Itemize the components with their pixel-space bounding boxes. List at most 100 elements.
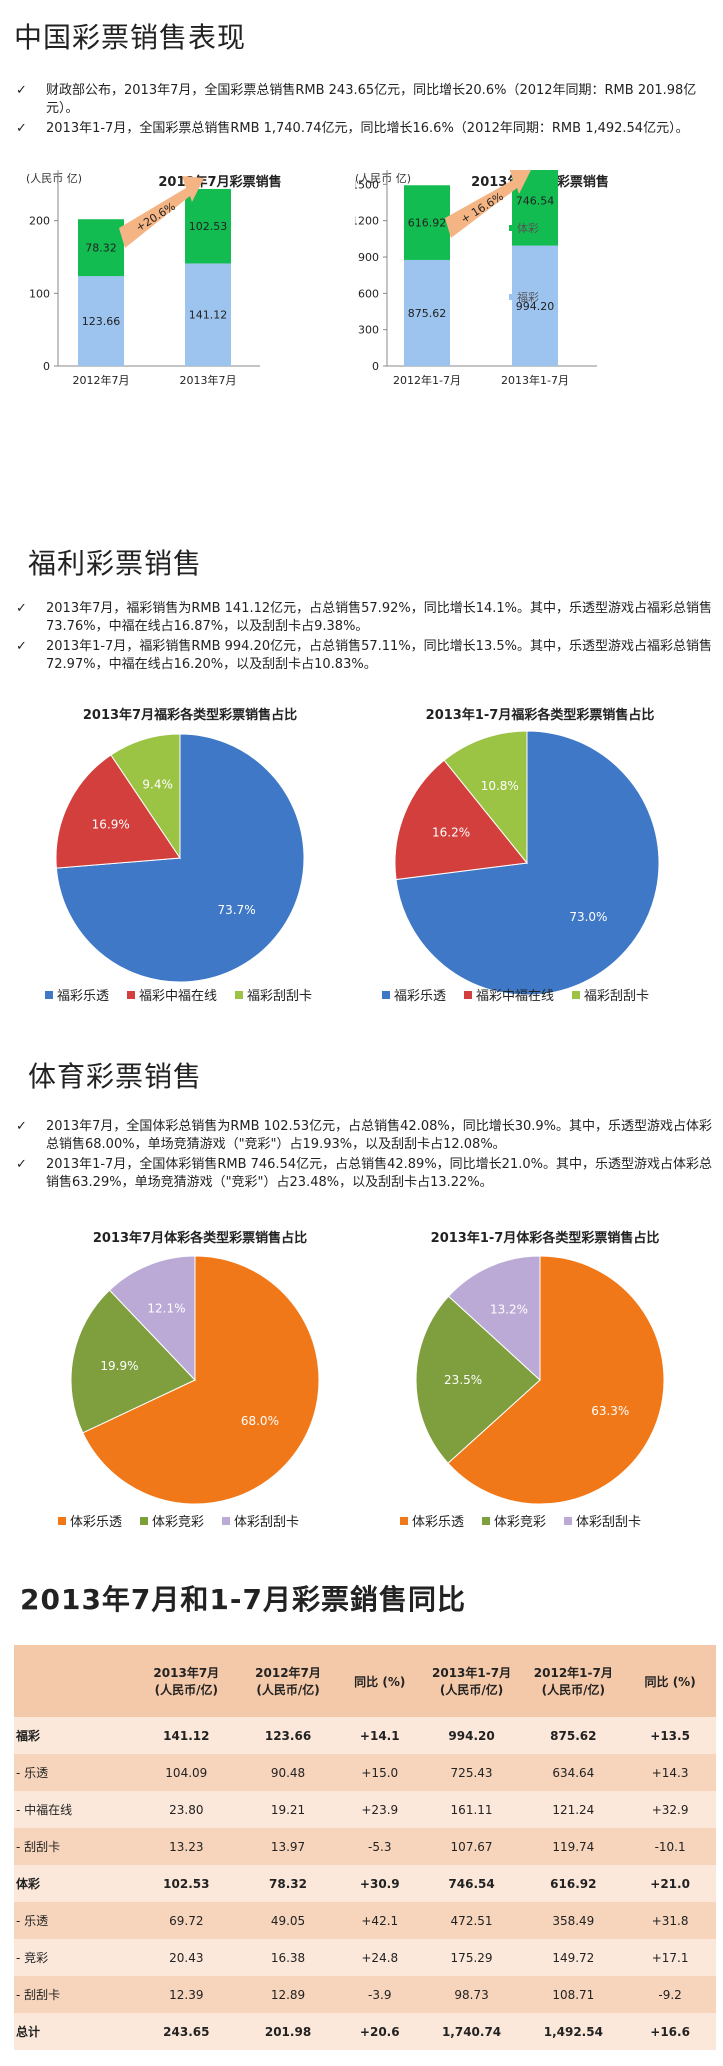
legend-label: 体彩刮刮卡 — [576, 1515, 642, 1530]
table-cell: 23.80 — [135, 1791, 238, 1828]
section1-title: 中国彩票销售表现 — [14, 21, 247, 54]
legend-label: 福彩中福在线 — [476, 989, 555, 1004]
legend-swatch — [140, 1516, 149, 1525]
bar-value-label: 102.53 — [189, 220, 228, 233]
table-cell: 108.71 — [522, 1976, 625, 2013]
table-cell: +20.6 — [338, 2013, 421, 2050]
bar-value-label: 78.32 — [85, 242, 117, 255]
pie-slice — [70, 1289, 196, 1434]
y-tick-label: 600 — [358, 287, 379, 300]
legend-swatch — [382, 990, 390, 999]
pie-slice — [443, 730, 528, 865]
legend-swatch-sports — [509, 225, 515, 231]
pie-value-label: 19.9% — [100, 1359, 138, 1373]
y-tick-label: 200 — [29, 215, 50, 228]
section3-title: 体育彩票销售 — [28, 1060, 203, 1093]
table-cell: +17.1 — [624, 1939, 716, 1976]
pie-sports-july: 68.0% 19.9% 12.1% — [70, 1255, 320, 1505]
y-tick-label: 1500 — [355, 178, 379, 191]
table-row: - 刮刮卡 13.23 13.97 -5.3 107.67 119.74 -10.1 — [14, 1828, 716, 1865]
pie-2-legend: 福彩乐透 福彩中福在线 福彩刮刮卡 — [382, 985, 649, 1004]
table-cell: 12.39 — [135, 1976, 238, 2013]
section2-bullets: ✓ 2013年7月，福彩销售为RMB 141.12亿元，占总销售57.92%，同比… — [14, 600, 714, 676]
table-cell: +24.8 — [338, 1939, 421, 1976]
table-cell: 总计 — [14, 2013, 136, 2050]
table-cell: 1,492.54 — [522, 2013, 625, 2050]
table-cell: 175.29 — [420, 1939, 523, 1976]
legend-label: 体彩竞彩 — [494, 1515, 547, 1530]
table-cell: +14.1 — [338, 1717, 421, 1754]
pie-value-label: 73.7% — [217, 903, 255, 917]
table-cell: 19.21 — [237, 1791, 339, 1828]
growth-arrow — [119, 176, 204, 248]
bar-segment-welfare — [512, 245, 558, 366]
table-header-cell: 2012年1-7月 (人民币/亿) — [522, 1645, 625, 1717]
pie-slice — [447, 1255, 665, 1505]
table-cell: 634.64 — [522, 1754, 625, 1791]
bar-segment-sports — [78, 219, 124, 277]
table-cell: 725.43 — [420, 1754, 523, 1791]
y-tick-label: 300 — [358, 324, 379, 337]
y-tick-label: 1200 — [355, 215, 379, 228]
check-icon: ✓ — [16, 1119, 27, 1134]
legend-item: 体彩乐透 — [58, 1511, 122, 1530]
table-cell: 994.20 — [420, 1717, 523, 1754]
table-cell: 104.09 — [135, 1754, 238, 1791]
table-header-cell: 2013年7月 (人民币/亿) — [135, 1645, 238, 1717]
table-cell: -5.3 — [338, 1828, 421, 1865]
bar-value-label: 616.92 — [408, 217, 447, 230]
comparison-table: 2013年7月 (人民币/亿) 2012年7月 (人民币/亿) 同比 (%) 2013年1… — [14, 1645, 716, 2050]
table-cell: 141.12 — [135, 1717, 238, 1754]
table-cell: 49.05 — [237, 1902, 339, 1939]
pie-slice — [394, 759, 528, 881]
legend-label: 福彩乐透 — [57, 989, 110, 1004]
x-tick-label: 2012年1-7月 — [393, 373, 461, 387]
pie-slice — [108, 1255, 196, 1382]
x-tick-label: 2013年1-7月 — [501, 373, 569, 387]
y-tick-label: 0 — [43, 360, 50, 373]
pie-slice — [82, 1255, 320, 1505]
bar-value-label: 746.54 — [516, 194, 555, 207]
table-cell: - 乐透 — [14, 1754, 136, 1791]
pie-3-title: 2013年7月体彩各类型彩票销售占比 — [92, 1231, 308, 1246]
table-cell: 161.11 — [420, 1791, 523, 1828]
table-header-cell: 同比 (%) — [338, 1645, 421, 1717]
section1-bullets: ✓ 财政部公布，2013年7月，全国彩票总销售RMB 243.65亿元，同比增长2… — [14, 82, 714, 140]
bar-segment-sports — [185, 188, 231, 264]
legend-label: 福彩刮刮卡 — [247, 989, 313, 1004]
table-row: 体彩 102.53 78.32 +30.9 746.54 616.92 +21.0 — [14, 1865, 716, 1902]
table-cell: 13.23 — [135, 1828, 238, 1865]
pie-value-label: 13.2% — [490, 1303, 528, 1317]
pie-slice — [447, 1255, 541, 1382]
bar-chart-july: (人民币 亿)0100200300123.6678.322012年7月141.1… — [26, 170, 260, 387]
pie-3-legend: 体彩乐透 体彩竞彩 体彩刮刮卡 — [58, 1511, 299, 1530]
legend-swatch — [400, 1516, 408, 1525]
pie-value-label: 16.9% — [92, 818, 130, 832]
table-cell: 107.67 — [420, 1828, 523, 1865]
table-cell: - 竞彩 — [14, 1939, 136, 1976]
table-row: - 刮刮卡 12.39 12.89 -3.9 98.73 108.71 -9.2 — [14, 1976, 716, 2013]
section2-title: 福利彩票销售 — [28, 547, 203, 580]
table-cell: 149.72 — [522, 1939, 625, 1976]
legend-label-welfare: 福彩 — [517, 290, 539, 304]
table-header-cell: 2012年7月 (人民币/亿) — [237, 1645, 339, 1717]
legend-item: 体彩刮刮卡 — [564, 1511, 641, 1530]
table-cell: 121.24 — [522, 1791, 625, 1828]
table-cell: - 刮刮卡 — [14, 1828, 136, 1865]
legend-swatch — [222, 1516, 231, 1525]
legend-label: 福彩乐透 — [394, 989, 447, 1004]
bullet-item: ✓ 2013年7月，全国体彩总销售为RMB 102.53亿元，占总销售42.08%… — [16, 1119, 713, 1152]
pie-slice — [110, 733, 181, 860]
table-header-row: 2013年7月 (人民币/亿) 2012年7月 (人民币/亿) 同比 (%) 2013年1… — [14, 1645, 716, 1717]
legend-label: 福彩中福在线 — [139, 989, 218, 1004]
table-row: - 中福在线 23.80 19.21 +23.9 161.11 121.24 +32.9 — [14, 1791, 716, 1828]
table-cell: 90.48 — [237, 1754, 339, 1791]
y-axis-label: (人民币 亿) — [355, 172, 411, 185]
table-header-cell: 同比 (%) — [624, 1645, 716, 1717]
bullet-item: ✓ 2013年1-7月，福彩销售RMB 994.20亿元，占总销售57.11%，同… — [16, 639, 712, 672]
table-row: - 乐透 69.72 49.05 +42.1 472.51 358.49 +31.8 — [14, 1902, 716, 1939]
table-cell: 69.72 — [135, 1902, 238, 1939]
legend-item: 福彩乐透 — [45, 985, 109, 1004]
pie-value-label: 68.0% — [241, 1414, 279, 1428]
bar-segment-welfare — [404, 259, 450, 366]
